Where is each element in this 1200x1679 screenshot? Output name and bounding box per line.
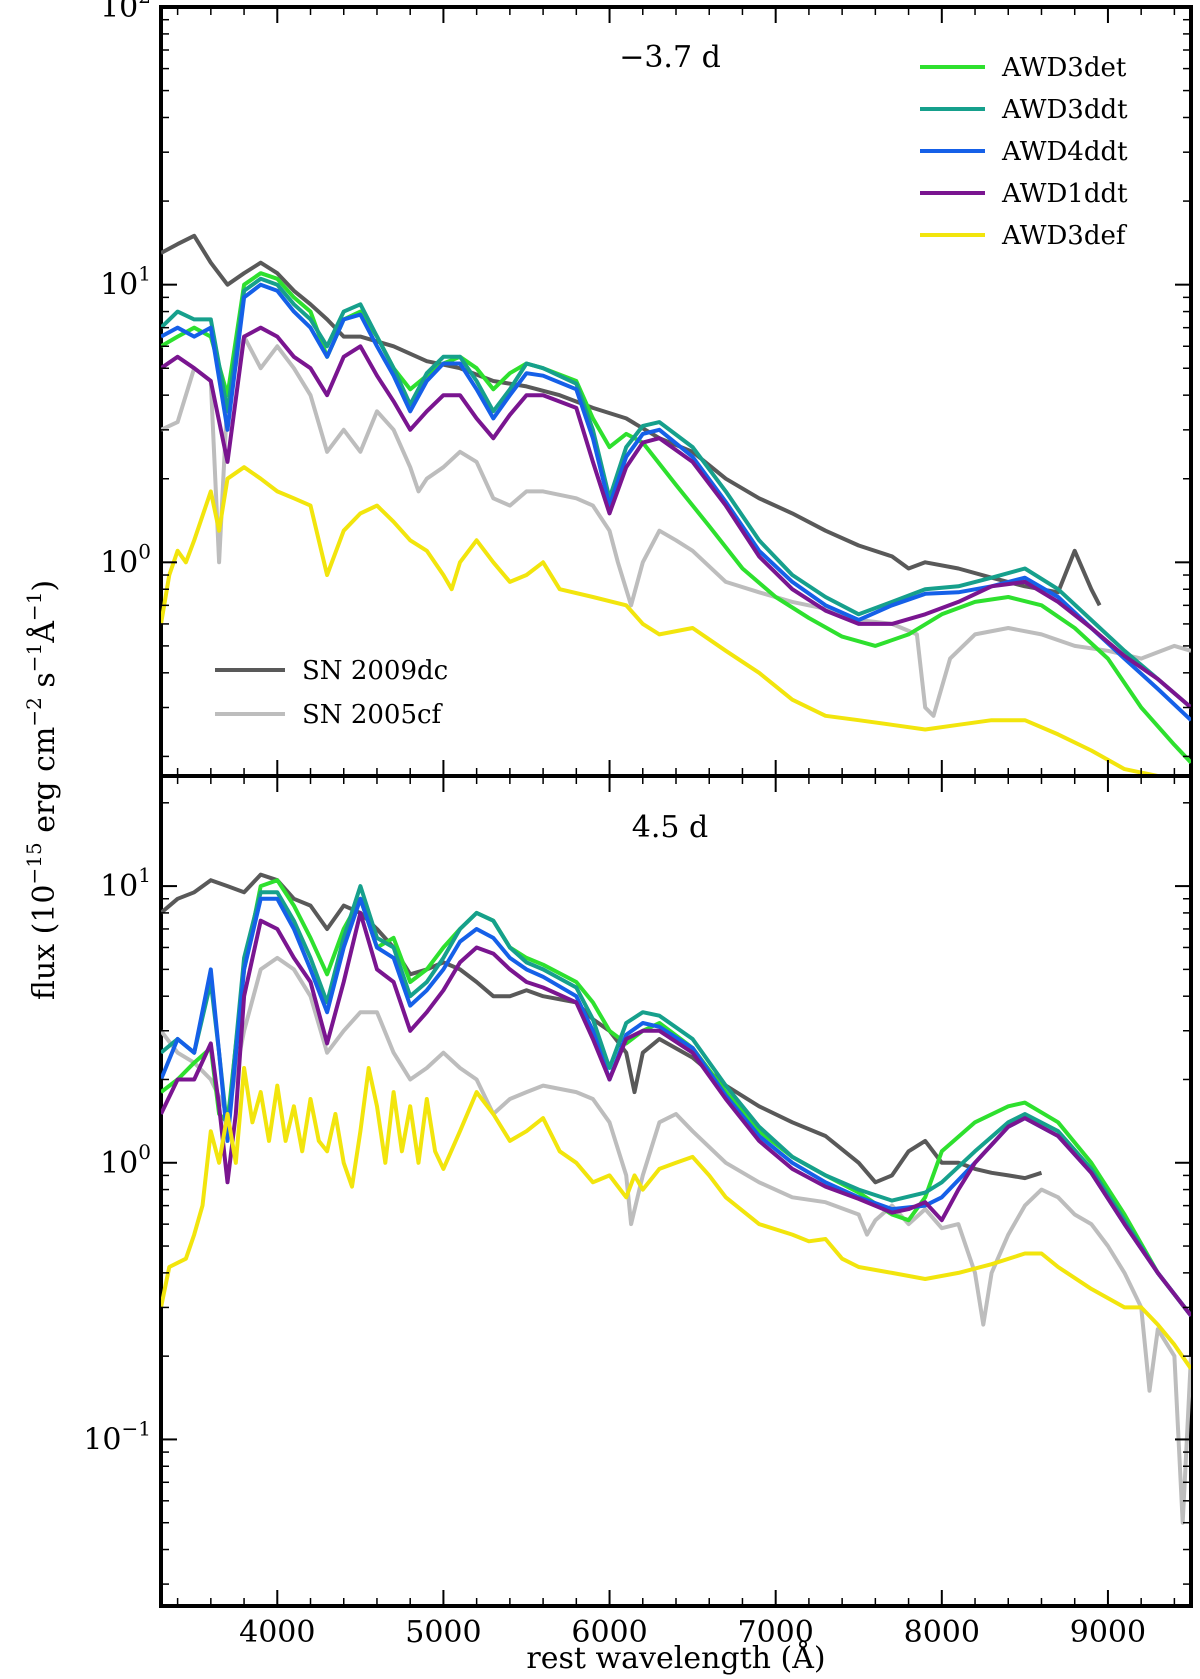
y-label-exp-3: −1 [22,643,46,672]
bottom-series-awd4ddt [161,896,1191,1317]
bottom-series-sn-2009dc [161,872,1043,1185]
top-y-tick-label: 101 [100,262,151,303]
y-label-part-4: Å [26,621,62,644]
bottom-y-tick-label: 101 [100,863,151,904]
bottom-series-awd3def [161,1066,1191,1370]
top-series-awd4ddt [161,282,1191,722]
bottom-panel-epoch-label: 4.5 d [632,810,708,845]
top-series-awd3det [161,271,1191,764]
legend-label-awd4ddt: AWD4ddt [1001,137,1128,167]
y-label-exp-4: −1 [22,592,46,621]
bottom-y-tick-label: 10−1 [83,1416,151,1457]
top-panel-epoch-label: −3.7 d [619,40,721,75]
bottom-series-awd3ddt [161,884,1191,1317]
y-label-exp-2: −2 [22,697,46,726]
axis-ticks: 100 101 102 10−1 100 101 4000 5000 6000 7000 8000 9… [83,0,1191,1650]
bottom-series-awd3det [161,878,1191,1317]
top-y-tick-label: 100 [100,539,151,580]
y-label-part-5: ) [27,580,62,592]
observed-legend: SN 2009dc SN 2005cf [215,656,448,730]
top-y-tick-label: 102 [100,0,151,25]
legend-label-sn-2009dc: SN 2009dc [302,656,448,686]
y-label-part-2: erg cm [27,727,62,843]
bottom-panel-series [161,872,1191,1525]
top-series-sn-2005cf [161,334,1191,718]
bottom-panel-frame [159,774,1193,1608]
model-legend: AWD3det AWD3ddt AWD4ddt AWD1ddt AWD3def [920,53,1128,251]
top-series-awd3ddt [161,276,1191,710]
y-axis-label: flux (10−15 erg cm−2 s−1Å−1) [22,580,62,1000]
top-series-awd3def [161,465,1159,774]
top-series-awd1ddt [161,325,1191,710]
y-label-part-3: s [27,672,62,697]
x-tick-label-7000: 7000 [737,1615,813,1650]
bottom-series-sn-2005cf [161,955,1191,1525]
x-tick-label-6000: 6000 [571,1615,647,1650]
bottom-y-tick-label: 100 [100,1140,151,1181]
legend-label-awd3ddt: AWD3ddt [1001,95,1128,125]
x-tick-label-9000: 9000 [1070,1615,1146,1650]
y-label-part-1: flux (10 [27,884,62,1000]
legend-label-awd1ddt: AWD1ddt [1001,179,1128,209]
x-axis-label: rest wavelength (Å) [526,1640,825,1676]
top-panel-series [161,233,1191,774]
legend-label-awd3def: AWD3def [1001,221,1128,251]
legend-label-awd3det: AWD3det [1001,53,1127,83]
top-series-sn-2009dc [161,233,1102,607]
x-tick-label-5000: 5000 [405,1615,481,1650]
y-label-exp-1: −15 [22,842,46,884]
x-tick-label-8000: 8000 [904,1615,980,1650]
x-tick-label-4000: 4000 [239,1615,315,1650]
bottom-series-awd1ddt [161,910,1191,1317]
legend-label-sn-2005cf: SN 2005cf [302,700,444,730]
